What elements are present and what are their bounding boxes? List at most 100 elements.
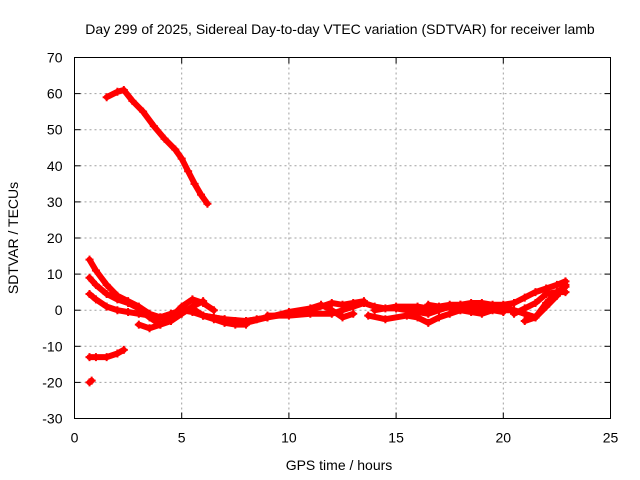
data-point [177,154,186,163]
data-point [327,298,336,307]
data-point [488,300,497,309]
series-track-i [364,306,508,327]
data-point [520,293,529,302]
data-point [91,266,100,275]
data-point [124,308,133,317]
data-point [85,273,94,282]
data-point [196,190,205,199]
data-layer [85,85,570,387]
data-point [520,309,529,318]
data-point [445,300,454,309]
x-tick-label: 15 [388,430,404,446]
series-track-d [134,295,218,333]
y-tick-label: 40 [47,158,63,174]
y-tick-label: -10 [42,338,62,354]
y-tick-label: 30 [47,194,63,210]
chart-title: Day 299 of 2025, Sidereal Day-to-day VTE… [85,21,595,37]
x-tick-label: 10 [281,430,297,446]
ticks: 0 5 10 15 20 25 -30 -20 -10 0 10 20 30 40 50 60 70 [42,50,618,446]
data-point [113,349,122,358]
data-point [102,280,111,289]
data-point [160,134,169,143]
series-track-high [102,85,212,208]
data-point [424,318,433,327]
data-point [402,311,411,320]
data-point [445,309,454,318]
data-point [364,311,373,320]
data-point [413,302,422,311]
data-point [91,280,100,289]
data-point [306,309,315,318]
data-point [531,298,540,307]
data-point [338,306,347,315]
series-track-o [520,280,570,326]
y-tick-label: 20 [47,230,63,246]
data-point [184,167,193,176]
data-point [87,376,96,385]
data-point [552,291,561,300]
data-point [156,320,165,329]
data-point [119,345,128,354]
data-point [263,311,272,320]
series-track-low-2 [85,376,96,387]
data-point [510,306,519,315]
y-axis-title: SDTVAR / TECUs [5,182,21,294]
data-point [220,317,229,326]
data-point [139,107,148,116]
data-point [199,298,208,307]
data-point [434,302,443,311]
data-point [199,311,208,320]
data-point [188,304,197,313]
data-point [119,85,128,94]
data-point [134,320,143,329]
data-point [177,302,186,311]
y-tick-label: 60 [47,86,63,102]
data-point [128,96,137,105]
x-axis-title: GPS time / hours [286,457,393,473]
data-point [327,309,336,318]
x-tick-label: 20 [496,430,512,446]
data-point [166,313,175,322]
data-point [510,298,519,307]
data-point [124,298,133,307]
data-point [424,300,433,309]
y-tick-label: 0 [55,302,63,318]
data-point [242,318,251,327]
data-point [149,122,158,131]
data-point [171,145,180,154]
data-point [190,179,199,188]
data-point [145,324,154,333]
data-point [102,93,111,102]
data-point [413,313,422,322]
data-point [317,300,326,309]
series-track-low-1 [85,345,128,362]
data-point [85,289,94,298]
data-point [102,302,111,311]
data-point [392,302,401,311]
y-tick-label: 50 [47,122,63,138]
data-point [156,313,165,322]
data-point [359,298,368,307]
x-tick-label: 0 [71,430,79,446]
data-point [349,302,358,311]
data-point [113,87,122,96]
data-point [102,353,111,362]
data-point [467,298,476,307]
data-point [134,309,143,318]
data-point [349,309,358,318]
data-point [561,280,570,289]
data-point [531,313,540,322]
data-point [381,315,390,324]
data-point [552,280,561,289]
data-point [284,311,293,320]
data-point [91,353,100,362]
data-point [209,306,218,315]
y-tick-label: 70 [47,50,63,66]
data-point [520,317,529,326]
data-point [542,302,551,311]
data-point [102,289,111,298]
x-tick-label: 5 [178,430,186,446]
data-point [145,311,154,320]
